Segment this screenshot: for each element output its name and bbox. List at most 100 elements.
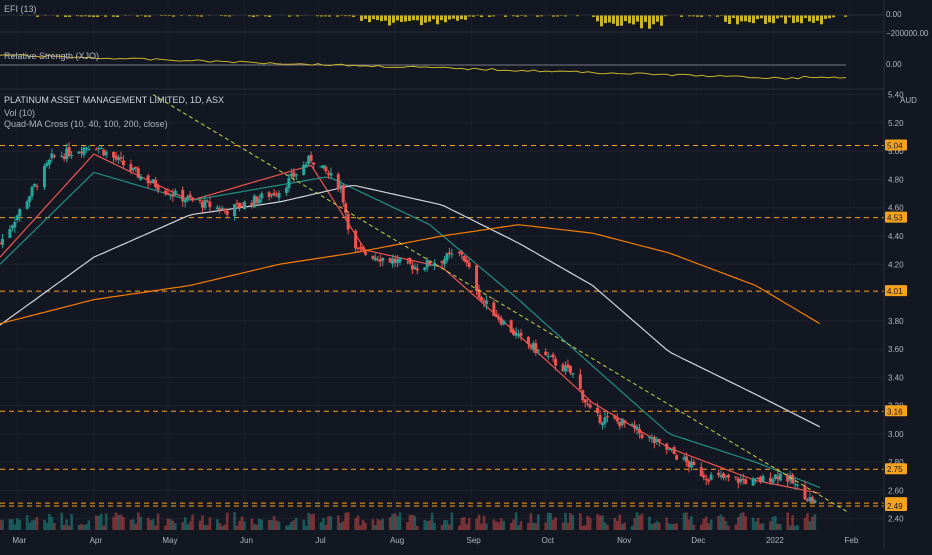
volume-bar: [532, 523, 535, 530]
y-tick-label: 4.20: [888, 260, 904, 269]
volume-bar: [512, 519, 515, 530]
efi-scale-zero: 0.00: [886, 10, 902, 19]
volume-bar: [735, 524, 738, 530]
volume-bar: [777, 524, 780, 530]
y-tick-label: 4.40: [888, 232, 904, 241]
volume-bar: [633, 518, 636, 530]
volume-bar: [707, 523, 710, 530]
candle: [727, 475, 730, 478]
volume-bar: [739, 513, 742, 530]
candle: [399, 258, 402, 262]
candle: [243, 202, 246, 209]
x-tick-label: 2022: [766, 536, 784, 545]
x-tick-label: Mar: [12, 536, 26, 545]
efi-bar: [616, 15, 619, 26]
candle: [36, 186, 39, 187]
rs-label[interactable]: Relative Strength (XJO): [4, 51, 99, 61]
efi-bar: [652, 15, 655, 24]
volume-bar: [26, 515, 29, 530]
volume-label[interactable]: Vol (10): [4, 108, 35, 118]
x-tick-label: May: [162, 536, 177, 545]
volume-bar: [757, 518, 760, 530]
volume-bar: [572, 515, 575, 530]
candle: [448, 252, 451, 254]
efi-bar: [368, 15, 371, 22]
candle: [408, 258, 411, 264]
candle: [492, 302, 495, 316]
volume-bar: [809, 521, 812, 530]
symbol-title[interactable]: PLATINUM ASSET MANAGEMENT LIMITED, 1D, A…: [4, 95, 224, 105]
volume-bar: [216, 519, 219, 530]
candle: [658, 439, 661, 442]
volume-bar: [656, 521, 659, 530]
efi-bar: [420, 15, 423, 25]
volume-bar: [426, 521, 429, 530]
volume-bar: [653, 523, 656, 530]
volume-bar: [320, 522, 323, 530]
volume-bar: [586, 516, 589, 530]
volume-bar: [290, 522, 293, 530]
candle: [702, 475, 705, 478]
volume-bar: [65, 519, 68, 530]
volume-bar: [725, 521, 728, 530]
volume-bar: [737, 517, 740, 530]
volume-bar: [60, 513, 63, 530]
efi-label[interactable]: EFI (13): [4, 4, 37, 14]
volume-bar: [544, 522, 547, 530]
level-tag-label: 3.16: [887, 407, 903, 416]
candle: [685, 456, 688, 461]
volume-bar: [135, 524, 138, 530]
volume-bar: [399, 512, 402, 530]
volume-bar: [97, 516, 100, 530]
volume-bar: [122, 517, 125, 530]
x-tick-label: Jul: [315, 536, 325, 545]
candle: [278, 193, 281, 198]
volume-bar: [423, 520, 426, 530]
x-tick-label: Sep: [467, 536, 482, 545]
quad-ma-label[interactable]: Quad-MA Cross (10, 40, 100, 200, close): [4, 119, 168, 129]
volume-bar: [1, 520, 4, 530]
efi-bar: [360, 15, 363, 21]
volume-bar: [665, 518, 668, 530]
volume-bar: [169, 519, 172, 530]
volume-bar: [411, 515, 414, 530]
candle: [771, 479, 774, 483]
candle: [554, 359, 557, 366]
efi-bar: [596, 15, 599, 21]
volume-bar: [130, 520, 133, 530]
efi-bar: [440, 15, 443, 20]
y-tick-label: 2.40: [888, 515, 904, 524]
volume-bar: [604, 522, 607, 530]
volume-bar: [295, 518, 298, 530]
volume-bar: [209, 517, 212, 530]
efi-bar: [772, 15, 775, 23]
efi-bar: [444, 15, 447, 22]
volume-bar: [710, 519, 713, 530]
volume-bar: [157, 513, 160, 530]
volume-bar: [226, 513, 229, 530]
volume-bar: [527, 523, 530, 530]
efi-bar: [620, 15, 623, 26]
volume-bar: [520, 521, 523, 530]
volume-bar: [596, 514, 599, 530]
volume-bar: [416, 526, 419, 530]
volume-bar: [443, 520, 446, 530]
candle: [87, 149, 90, 150]
volume-bar: [105, 513, 108, 530]
volume-bar: [754, 522, 757, 530]
candle: [273, 193, 276, 196]
candle: [137, 168, 140, 178]
candle: [33, 184, 36, 186]
candle: [613, 416, 616, 419]
volume-bar: [51, 517, 54, 530]
volume-bar: [752, 517, 755, 530]
candle: [606, 416, 609, 417]
volume-bar: [794, 526, 797, 530]
volume-bar: [700, 524, 703, 530]
efi-bar: [628, 15, 631, 23]
candle: [450, 254, 453, 255]
volume-bar: [310, 514, 313, 530]
volume-bar: [618, 515, 621, 530]
